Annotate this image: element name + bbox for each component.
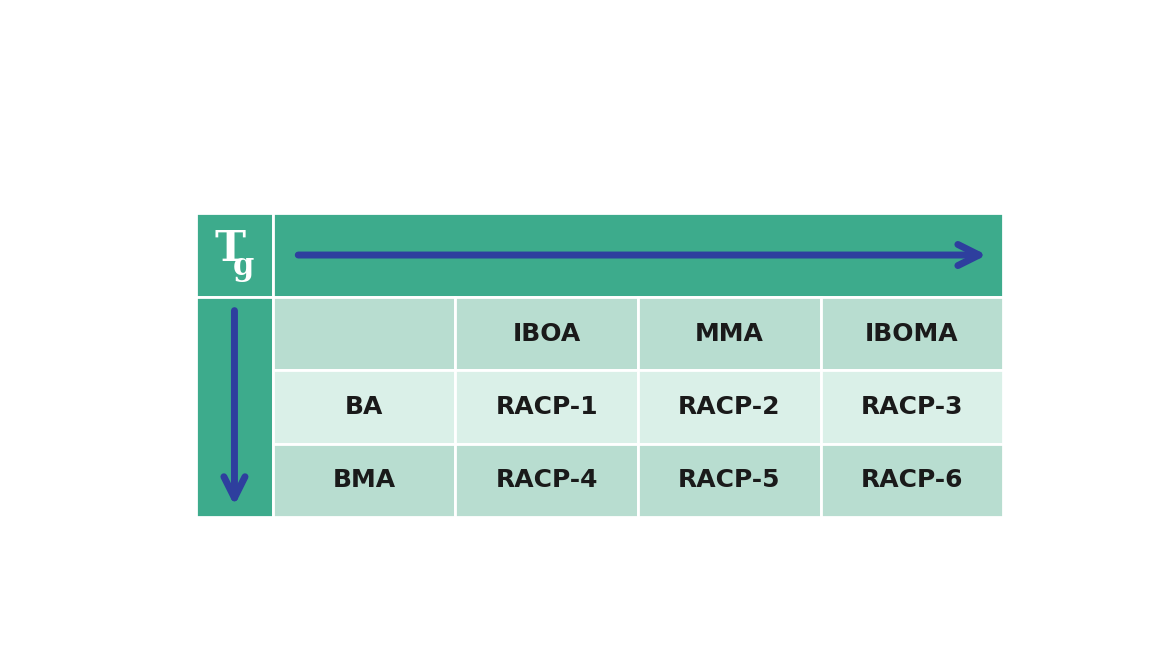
Bar — [197, 297, 273, 517]
Bar — [273, 297, 455, 370]
Text: MMA: MMA — [695, 322, 764, 345]
Text: BMA: BMA — [332, 468, 395, 492]
Text: RACP-2: RACP-2 — [677, 395, 780, 419]
Bar — [455, 370, 638, 443]
Bar — [638, 370, 820, 443]
Bar — [273, 213, 1003, 297]
Text: T: T — [214, 228, 246, 270]
Text: RACP-3: RACP-3 — [861, 395, 963, 419]
Text: g: g — [233, 251, 254, 282]
Bar — [638, 297, 820, 370]
Text: RACP-4: RACP-4 — [495, 468, 598, 492]
Text: IBOMA: IBOMA — [865, 322, 958, 345]
Text: RACP-6: RACP-6 — [861, 468, 963, 492]
Bar — [273, 370, 455, 443]
Bar — [455, 443, 638, 517]
Text: BA: BA — [345, 395, 384, 419]
Bar — [638, 443, 820, 517]
Text: IBOA: IBOA — [512, 322, 580, 345]
Bar — [820, 297, 1003, 370]
Text: RACP-1: RACP-1 — [495, 395, 598, 419]
Text: RACP-5: RACP-5 — [677, 468, 780, 492]
Bar — [455, 297, 638, 370]
Bar — [197, 213, 273, 297]
Bar — [820, 443, 1003, 517]
Bar — [273, 443, 455, 517]
Bar — [820, 370, 1003, 443]
